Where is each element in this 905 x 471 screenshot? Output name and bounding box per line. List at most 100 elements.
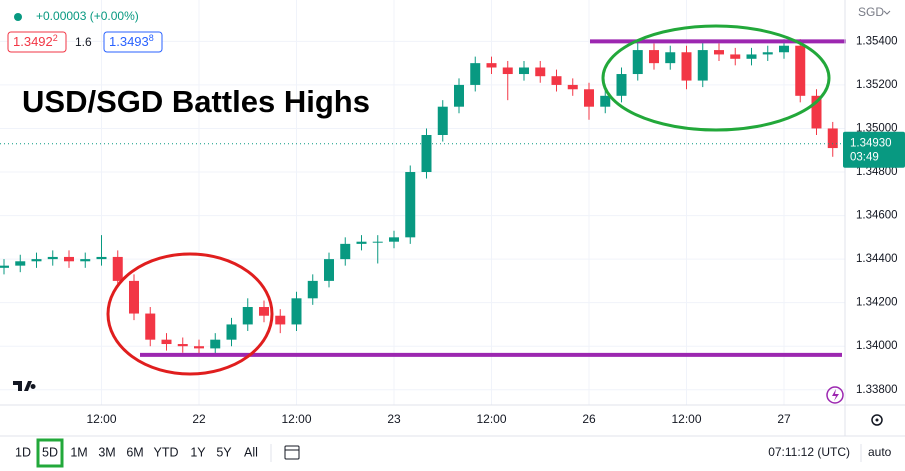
candle-body (259, 307, 269, 316)
countdown: 03:49 (850, 152, 879, 164)
last-price-box (843, 131, 905, 168)
candle-body (730, 54, 741, 59)
scale-mode[interactable]: auto (868, 445, 892, 459)
x-tick-label: 12:00 (476, 412, 506, 426)
y-tick-label: 1.34000 (856, 340, 898, 352)
logo-mark[interactable] (13, 381, 36, 391)
candle-body (161, 339, 172, 345)
x-tick-label: 12:00 (281, 412, 311, 426)
candle-body (194, 346, 204, 349)
bid-box[interactable] (7, 31, 67, 53)
candle-body (519, 67, 529, 75)
candle-body (80, 259, 91, 262)
candle-body (242, 307, 253, 325)
candle-body (372, 241, 383, 243)
candle-body (616, 74, 627, 96)
candle-body (827, 128, 838, 149)
candle-body (779, 45, 789, 53)
candle-body (15, 261, 26, 266)
candle-body (535, 67, 546, 77)
candle-body (226, 324, 237, 340)
indicator-bolt (832, 389, 839, 401)
candle-body (502, 67, 513, 75)
candle-body (632, 50, 643, 75)
candle-body (47, 256, 58, 260)
red-ellipse (106, 252, 274, 376)
clock: 07:11:12 (UTC) (768, 445, 850, 459)
candle-body (584, 89, 594, 107)
candle-body (177, 344, 188, 347)
y-tick-label: 1.34600 (856, 210, 898, 222)
ask-box[interactable] (103, 31, 163, 53)
x-tick-label: 22 (192, 412, 206, 426)
bid-pip: 2 (53, 33, 58, 43)
range-button[interactable]: 5Y (216, 445, 232, 459)
candle-body (649, 50, 659, 64)
settings-dot (875, 418, 879, 422)
bid: 1.34922 (13, 33, 58, 49)
candle-body (795, 45, 806, 96)
x-tick-label: 27 (777, 412, 791, 426)
candle-body (665, 52, 676, 64)
range-button[interactable]: 6M (126, 445, 143, 459)
candle-body (275, 315, 286, 325)
range-button[interactable]: YTD (154, 445, 179, 459)
candle-body (96, 256, 107, 260)
range-button[interactable]: All (244, 445, 258, 459)
y-tick-label: 1.35400 (856, 35, 898, 47)
candle-body (324, 259, 334, 281)
candle-body (64, 256, 74, 262)
range-button[interactable]: 1D (15, 445, 31, 459)
x-tick-label: 12:00 (671, 412, 701, 426)
toolbar: 1D 5D 1M 3M 6M YTD 1Y 5Y All (15, 445, 258, 459)
candle-body (291, 298, 302, 325)
range-button[interactable]: 1Y (190, 445, 206, 459)
candle-body (470, 63, 481, 85)
candle-body (145, 313, 156, 340)
bid-price: 1.3492 (13, 34, 53, 49)
candle-body (112, 256, 123, 281)
candle-body (356, 241, 367, 244)
plot (0, 39, 846, 357)
indicator-icon[interactable] (826, 386, 844, 404)
range-button[interactable]: 5D (42, 445, 58, 459)
x-tick-label: 23 (387, 412, 401, 426)
candle-body (421, 135, 432, 173)
settings[interactable] (871, 414, 883, 426)
range-button[interactable]: 1M (70, 445, 87, 459)
y-tick-label: 1.35200 (856, 79, 898, 91)
candle-body (210, 339, 221, 349)
green-ellipse (601, 24, 831, 132)
candle-body (486, 63, 497, 68)
x-tick-label: 12:00 (86, 412, 116, 426)
ask-pip: 8 (149, 33, 154, 43)
change: +0.00003 (+0.00%) (36, 9, 139, 23)
currency[interactable]: SGD (858, 5, 884, 19)
candle-body (454, 84, 464, 107)
currency-chevron (883, 10, 891, 15)
candle-body (714, 50, 724, 55)
last-price-label: 1.34930 (850, 138, 892, 150)
candle-body (307, 280, 318, 299)
range-button[interactable]: 3M (98, 445, 115, 459)
candle-body (551, 76, 562, 85)
ask: 1.34938 (109, 33, 154, 49)
y-tick-label: 1.34800 (856, 166, 898, 178)
y-tick-label: 1.33800 (856, 384, 898, 396)
spread: 1.6 (75, 35, 92, 49)
calendar-icon[interactable] (284, 445, 300, 460)
candle-body (437, 106, 448, 135)
x-tick-label: 26 (582, 412, 596, 426)
candle-body (762, 52, 773, 55)
candle-body (811, 95, 822, 129)
y-tick-label: 1.34200 (856, 297, 898, 309)
y-tick-label: 1.34400 (856, 253, 898, 265)
y-tick-label: 1.35000 (856, 122, 898, 134)
candle-body (129, 280, 139, 314)
candle-body (389, 237, 399, 242)
selected-range (36, 438, 64, 468)
status-dot (14, 13, 22, 21)
candle-body (746, 54, 757, 59)
